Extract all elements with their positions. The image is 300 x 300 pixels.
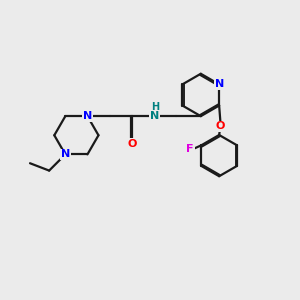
- Text: O: O: [128, 139, 137, 148]
- Text: H: H: [151, 102, 159, 112]
- Text: N: N: [83, 111, 92, 121]
- Text: F: F: [186, 144, 194, 154]
- Text: O: O: [216, 122, 225, 131]
- Text: N: N: [214, 80, 224, 89]
- Text: N: N: [61, 149, 70, 159]
- Text: N: N: [150, 111, 159, 121]
